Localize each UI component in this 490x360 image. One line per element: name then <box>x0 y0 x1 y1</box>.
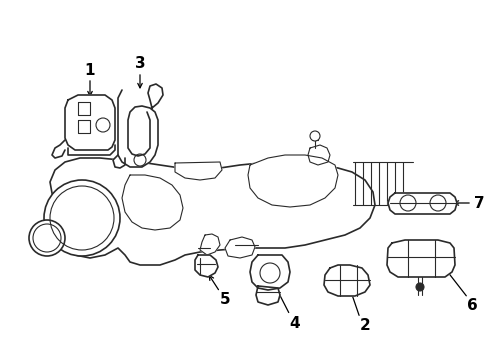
Polygon shape <box>122 175 183 230</box>
Polygon shape <box>52 140 65 158</box>
Polygon shape <box>308 145 330 165</box>
Polygon shape <box>68 145 115 155</box>
Text: 3: 3 <box>135 55 146 71</box>
Polygon shape <box>113 155 125 168</box>
Text: 4: 4 <box>290 315 300 330</box>
Polygon shape <box>118 90 158 167</box>
Polygon shape <box>50 158 375 265</box>
Polygon shape <box>175 162 222 180</box>
Text: 2: 2 <box>360 319 370 333</box>
Polygon shape <box>148 84 163 108</box>
Polygon shape <box>388 193 457 214</box>
Circle shape <box>29 220 65 256</box>
Circle shape <box>310 131 320 141</box>
Text: 7: 7 <box>474 195 484 211</box>
Polygon shape <box>195 255 218 277</box>
Text: 6: 6 <box>466 298 477 314</box>
Polygon shape <box>225 237 255 258</box>
Text: 1: 1 <box>85 63 95 77</box>
Circle shape <box>416 283 424 291</box>
Polygon shape <box>200 234 220 255</box>
Circle shape <box>44 180 120 256</box>
Polygon shape <box>248 155 338 207</box>
Text: 5: 5 <box>220 292 230 307</box>
Polygon shape <box>256 286 280 305</box>
Polygon shape <box>387 240 455 277</box>
Polygon shape <box>324 265 370 296</box>
Polygon shape <box>250 255 290 290</box>
Polygon shape <box>65 95 115 150</box>
